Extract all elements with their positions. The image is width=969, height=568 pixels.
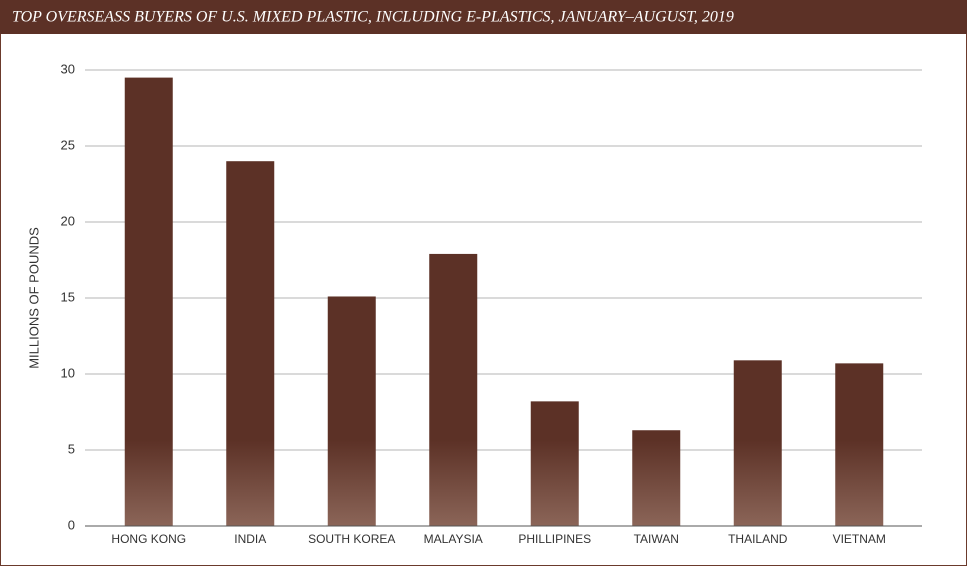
bar — [632, 430, 681, 526]
chart-title: TOP OVERSEASS BUYERS OF U.S. MIXED PLAST… — [12, 9, 734, 26]
bar — [835, 363, 884, 526]
x-tick-label: HONG KONG — [111, 532, 186, 546]
y-tick-label: 20 — [61, 213, 75, 228]
bar — [124, 77, 173, 526]
bar — [429, 253, 478, 527]
x-tick-label: MALAYSIA — [424, 532, 483, 546]
x-tick-label: PHILLIPINES — [518, 532, 591, 546]
bar — [327, 296, 376, 526]
y-tick-label: 0 — [68, 517, 75, 532]
x-tick-label: SOUTH KOREA — [308, 532, 395, 546]
bar — [530, 401, 579, 526]
y-tick-label: 30 — [61, 61, 75, 76]
x-tick-label: THAILAND — [728, 532, 788, 546]
y-tick-label: 25 — [61, 137, 75, 152]
y-tick-label: 5 — [68, 441, 75, 456]
bar — [226, 161, 275, 526]
y-tick-label: 10 — [61, 365, 75, 380]
x-tick-label: INDIA — [234, 532, 266, 546]
y-tick-label: 15 — [61, 289, 75, 304]
x-tick-label: VIETNAM — [833, 532, 886, 546]
x-tick-label: TAIWAN — [634, 532, 679, 546]
y-axis-label: MILLIONS OF POUNDS — [26, 227, 41, 369]
title-bar — [0, 0, 967, 34]
bar — [733, 360, 782, 526]
